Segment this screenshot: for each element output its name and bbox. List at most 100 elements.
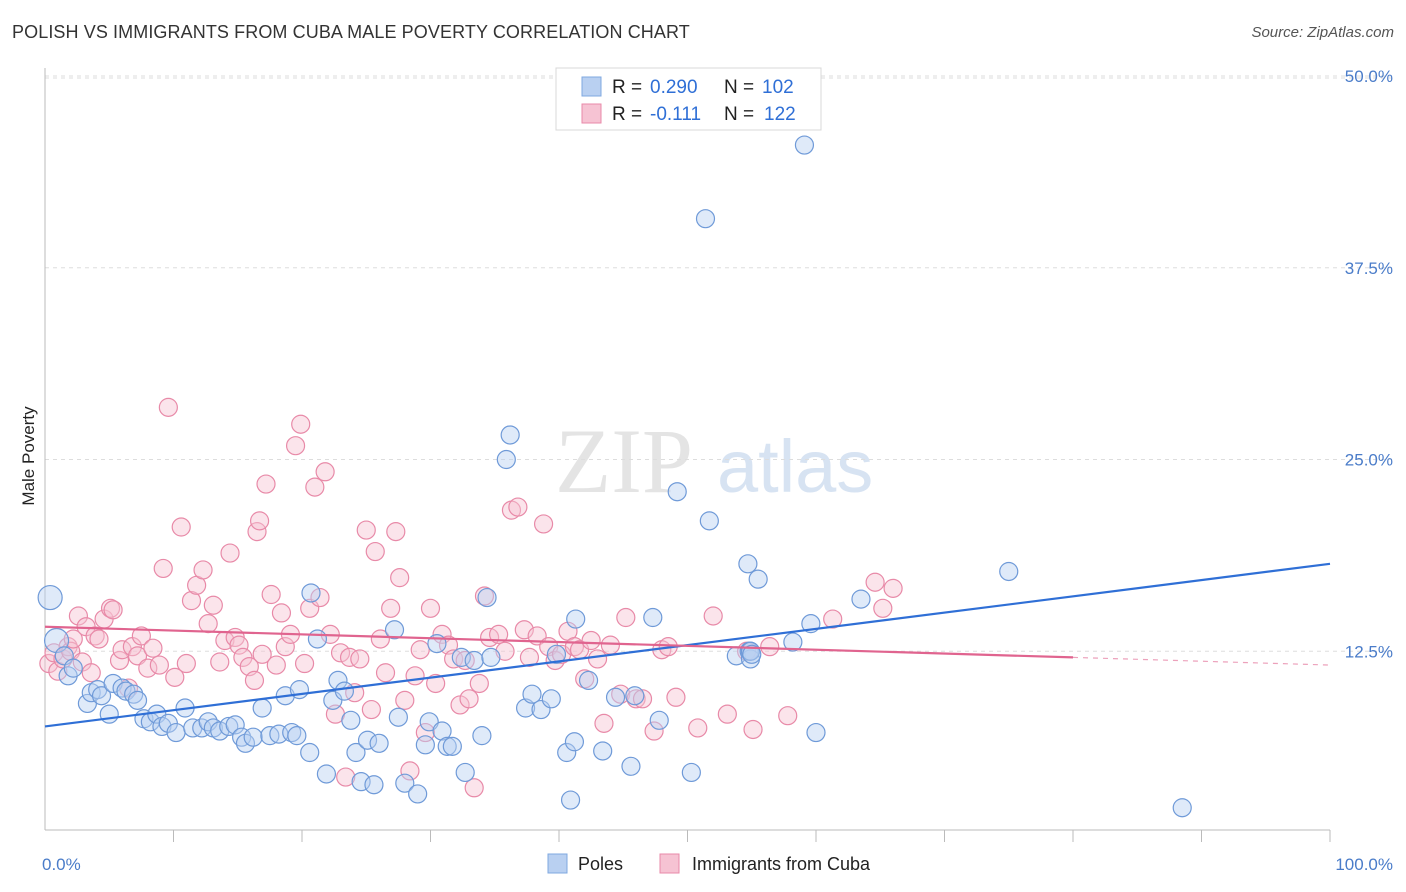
gridlines	[45, 75, 1392, 652]
data-point-cuba	[305, 477, 325, 497]
data-point-cuba	[865, 572, 885, 592]
data-point-cuba	[375, 663, 396, 683]
data-point-cuba	[666, 687, 686, 707]
legend-n-label: N =	[724, 104, 754, 125]
series-legend: Poles Immigrants from Cuba	[547, 853, 871, 874]
data-point-cuba	[158, 397, 178, 417]
data-point-poles	[357, 730, 378, 750]
x-tick-labels: 0.0% 100.0%	[42, 855, 1393, 874]
data-point-cuba	[688, 718, 708, 738]
data-point-cuba	[261, 584, 281, 605]
data-point-cuba	[127, 646, 148, 666]
data-point-cuba	[386, 522, 406, 542]
bottom-legend-label-cuba: Immigrants from Cuba	[692, 854, 871, 874]
data-point-poles	[415, 735, 435, 755]
data-point-cuba	[193, 560, 213, 580]
data-point-cuba	[703, 606, 723, 626]
data-point-poles	[738, 554, 758, 574]
data-point-cuba	[275, 637, 295, 657]
legend-r-value-cuba: -0.111	[650, 104, 701, 125]
series-poles	[37, 135, 1192, 818]
data-point-cuba	[143, 638, 163, 658]
data-point-cuba	[883, 578, 903, 598]
data-point-poles	[341, 710, 361, 730]
data-point-cuba	[381, 598, 401, 618]
correlation-legend: R = 0.290 N = 102 R = -0.111 N = 122	[555, 67, 822, 131]
data-point-poles	[346, 742, 366, 763]
data-point-cuba	[644, 721, 664, 741]
data-point-poles	[99, 704, 119, 724]
data-point-cuba	[410, 640, 430, 660]
data-point-cuba	[229, 635, 249, 655]
data-point-cuba	[760, 637, 780, 657]
data-point-cuba	[533, 514, 554, 534]
data-point-poles	[282, 722, 302, 743]
data-point-cuba	[508, 497, 528, 517]
data-point-cuba	[210, 652, 230, 672]
series-immigrants-from-cuba	[39, 397, 903, 798]
data-point-poles	[560, 790, 581, 810]
data-point-cuba	[330, 643, 351, 663]
data-point-poles	[166, 722, 186, 743]
data-point-poles	[578, 670, 599, 691]
y-tick-label: 50.0%	[1345, 67, 1393, 86]
data-point-cuba	[291, 414, 311, 434]
data-point-poles	[794, 135, 815, 155]
x-tick-label-min: 0.0%	[42, 855, 81, 874]
data-point-poles	[1172, 798, 1192, 818]
data-point-cuba	[581, 630, 601, 651]
data-point-cuba	[310, 587, 330, 608]
data-point-cuba	[823, 609, 843, 629]
data-point-poles	[649, 710, 669, 730]
data-point-cuba	[616, 607, 636, 628]
y-tick-label: 12.5%	[1345, 642, 1393, 661]
data-point-cuba	[420, 598, 441, 618]
data-point-poles	[541, 689, 561, 709]
data-point-poles	[999, 561, 1019, 582]
data-point-poles	[219, 716, 239, 737]
data-point-poles	[455, 762, 475, 783]
y-tick-label: 37.5%	[1345, 259, 1393, 278]
data-point-poles	[481, 647, 501, 667]
data-point-poles	[748, 569, 768, 589]
data-point-cuba	[459, 689, 479, 709]
data-point-cuba	[285, 436, 306, 456]
data-point-cuba	[361, 699, 381, 720]
data-point-poles	[621, 756, 641, 776]
data-point-poles	[442, 736, 462, 756]
data-point-cuba	[131, 626, 151, 646]
watermark-zip: ZIP	[555, 410, 693, 512]
chart-title: POLISH VS IMMIGRANTS FROM CUBA MALE POVE…	[12, 22, 690, 42]
data-point-poles	[522, 684, 542, 704]
data-point-poles	[625, 686, 645, 706]
data-point-poles	[806, 722, 826, 743]
data-point-poles	[464, 650, 484, 671]
data-point-poles	[437, 736, 457, 756]
bottom-legend-swatch-poles	[547, 853, 568, 874]
data-point-poles	[395, 773, 415, 793]
data-point-poles	[364, 775, 384, 795]
data-point-poles	[127, 690, 148, 710]
data-point-cuba	[315, 462, 335, 482]
data-point-cuba	[370, 629, 390, 649]
data-point-cuba	[632, 689, 653, 709]
data-point-cuba	[103, 600, 123, 620]
data-point-cuba	[171, 517, 191, 537]
data-point-poles	[593, 741, 613, 761]
data-point-cuba	[717, 704, 737, 724]
legend-n-value-cuba: 122	[764, 104, 796, 125]
data-point-poles	[699, 511, 719, 531]
data-point-cuba	[778, 706, 798, 726]
data-point-cuba	[198, 614, 218, 634]
data-point-cuba	[464, 778, 484, 798]
data-point-poles	[408, 784, 428, 804]
data-point-cuba	[356, 520, 376, 540]
data-point-cuba	[339, 647, 360, 667]
data-point-cuba	[252, 644, 272, 664]
data-point-cuba	[611, 684, 631, 704]
data-point-cuba	[469, 673, 489, 694]
data-point-cuba	[244, 670, 265, 691]
data-point-poles	[605, 687, 626, 707]
legend-r-label: R =	[612, 77, 642, 98]
